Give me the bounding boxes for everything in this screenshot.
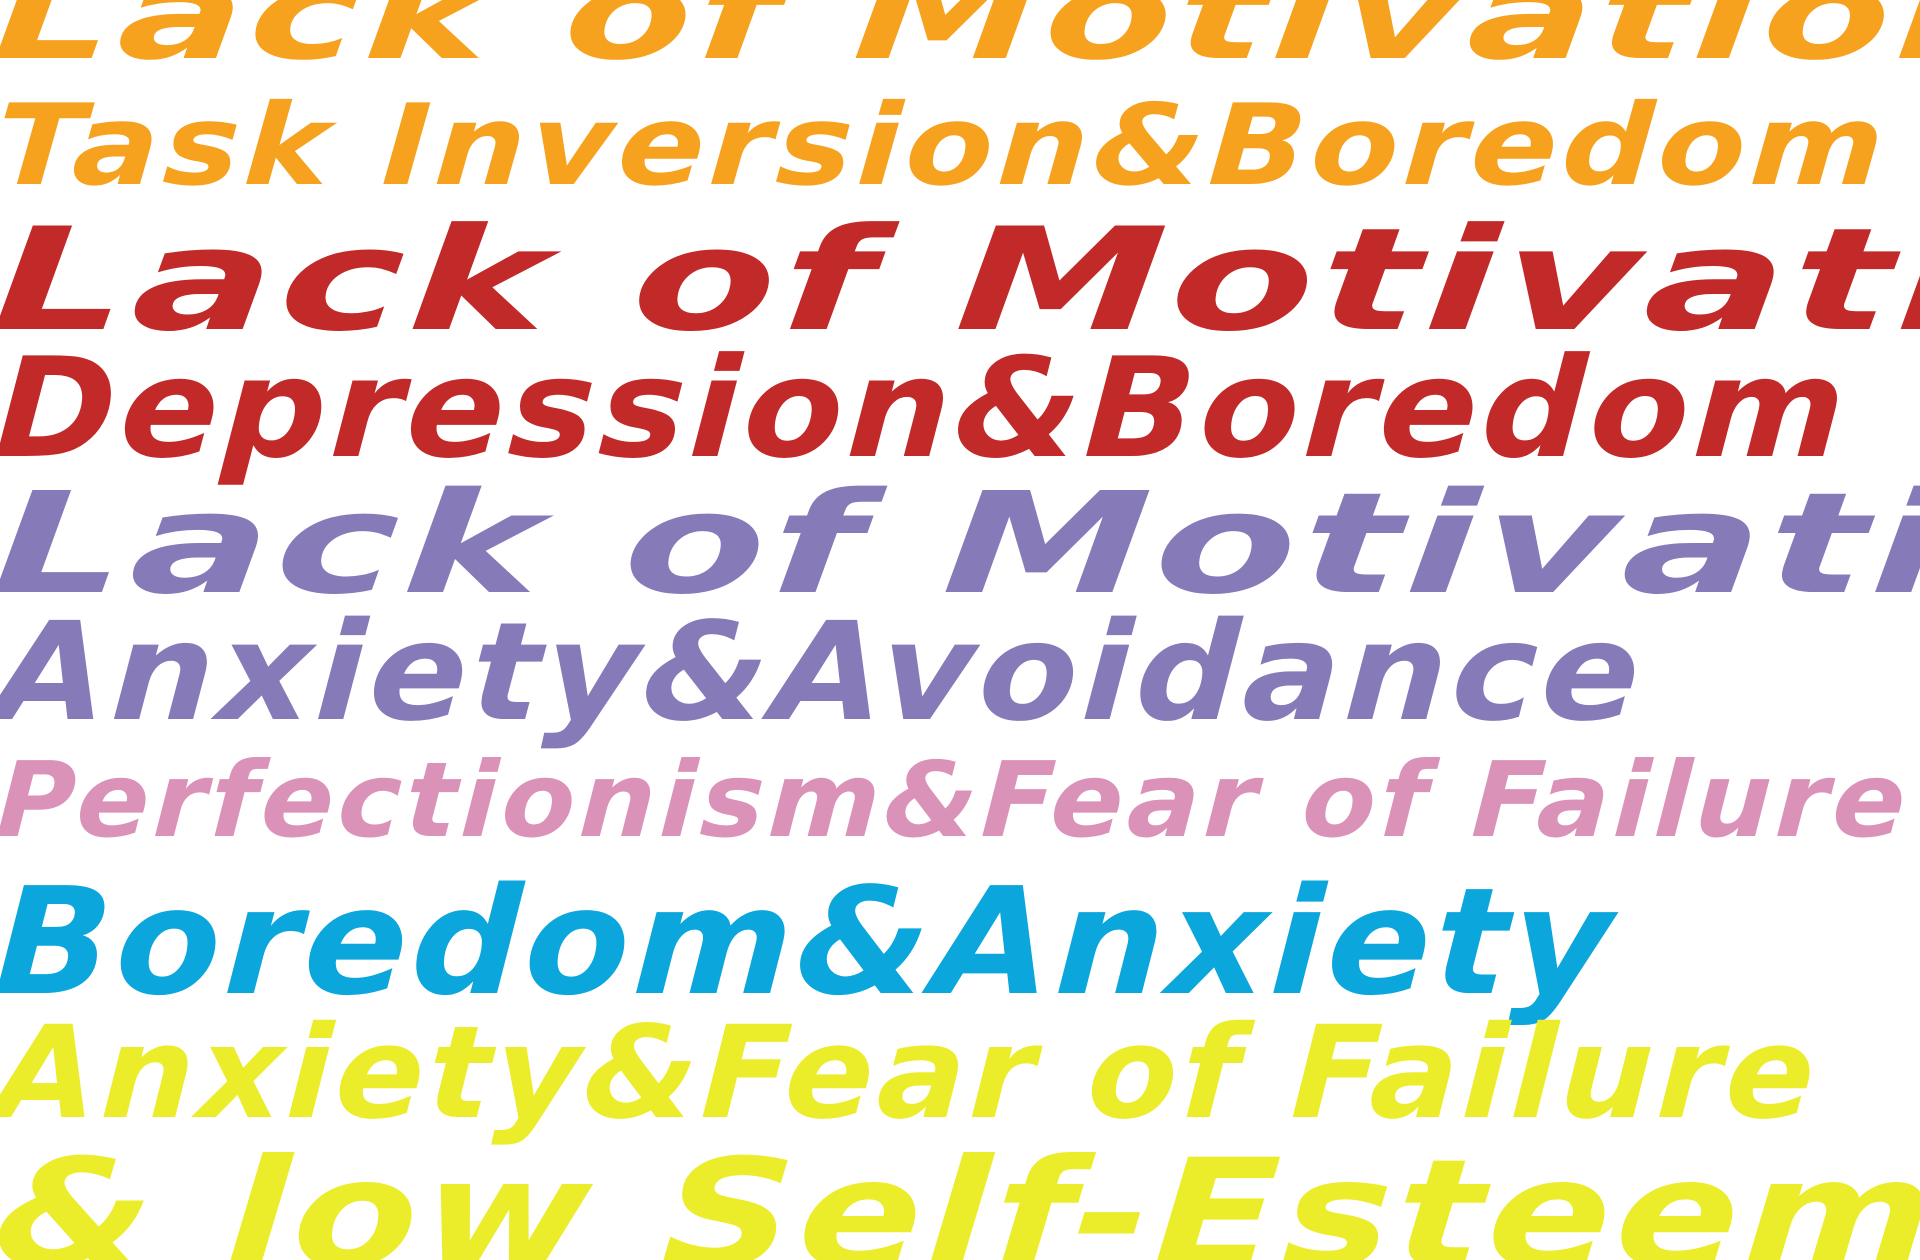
collage-line-low-self-esteem: & low Self-Esteem bbox=[0, 1128, 1920, 1260]
collage-line-perfectionism-fear-of-failure: Perfectionism&Fear of Failure bbox=[0, 739, 1913, 861]
collage-line-anxiety-fear-of-failure: Anxiety&Fear of Failure bbox=[0, 999, 1823, 1148]
collage-line-lack-of-motivation-orange: Lack of Motivation bbox=[0, 0, 1920, 88]
collage-line-task-inversion-boredom: Task Inversion&Boredom bbox=[0, 81, 1892, 211]
collage-line-boredom-anxiety: Boredom&Anxiety bbox=[0, 856, 1621, 1028]
collage-line-depression-boredom: Depression&Boredom bbox=[0, 328, 1854, 489]
collage-line-anxiety-avoidance: Anxiety&Avoidance bbox=[0, 594, 1649, 752]
